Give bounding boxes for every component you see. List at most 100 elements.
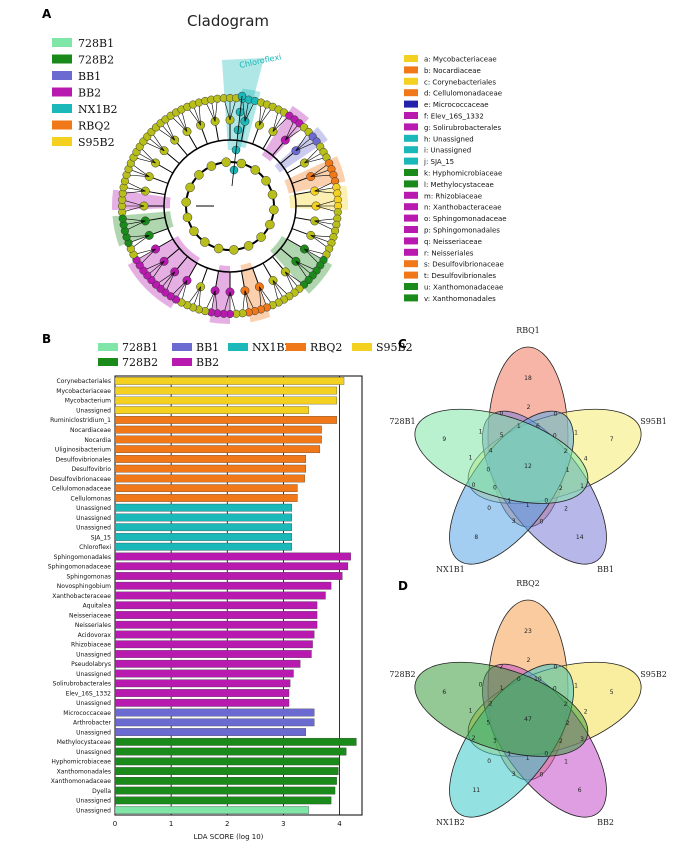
taxa-label: k: Hyphomicrobiaceae	[424, 170, 502, 178]
venn-overlap-count: 1	[507, 497, 511, 504]
bar	[114, 796, 332, 805]
x-tick-label: 2	[225, 820, 229, 828]
venn-overlap-count: 1	[564, 759, 568, 766]
bar	[114, 640, 313, 649]
bar	[114, 494, 298, 502]
taxa-swatch	[404, 271, 418, 279]
legend-label: BB1	[78, 70, 101, 83]
venn-core-count: 12	[524, 463, 532, 470]
venn-set-label: BB1	[597, 565, 614, 574]
bar-legend-swatch	[352, 343, 372, 351]
taxa-swatch	[404, 55, 418, 62]
bar	[114, 416, 337, 424]
x-axis-title: LDA SCORE (log 10)	[194, 833, 264, 841]
clade-highlight	[289, 185, 348, 211]
bar	[114, 533, 292, 541]
legend-swatch	[52, 71, 72, 80]
bar-label: Methylocystaceae	[57, 739, 112, 746]
taxa-label: o: Sphingomonadaceae	[424, 215, 507, 223]
venn-overlap-count: 2	[564, 506, 568, 513]
taxa-label: u: Xanthomonadaceae	[424, 284, 503, 292]
bar-label: SJA_15	[91, 534, 111, 541]
venn-overlap-count: 2	[527, 404, 531, 411]
bar	[114, 747, 347, 756]
bar-label: Unassigned	[76, 525, 111, 532]
bar-legend-swatch	[98, 343, 118, 351]
bar	[114, 728, 307, 736]
venn-overlap-count: 0	[517, 676, 521, 683]
bar	[114, 435, 322, 444]
venn-overlap-count: 1	[526, 755, 530, 762]
venn-set-label: RBQ1	[516, 326, 540, 335]
bar-label: Novosphingobium	[57, 583, 111, 590]
taxa-legend: a: Mycobacteriaceae b: Nocardiaceae c: Cor…	[404, 55, 507, 303]
tree-node	[261, 176, 271, 186]
tree-node	[250, 165, 260, 175]
tree-node	[185, 182, 195, 193]
tree-node	[194, 170, 204, 180]
taxa-label: v: Xanthomonadales	[424, 295, 496, 303]
tree-node	[181, 197, 191, 207]
tree-node	[243, 241, 254, 251]
bar-label: Cellulomonadaceae	[52, 486, 112, 493]
venn-overlap-count: 0	[487, 505, 491, 512]
bar-label: Nocardiaceae	[70, 427, 111, 434]
panel-label-a: A	[42, 7, 52, 21]
legend-swatch	[52, 137, 72, 146]
taxa-swatch	[404, 123, 418, 131]
bar-label: Aquitalea	[83, 603, 112, 610]
venn-unique-count: 9	[442, 436, 446, 443]
venn-overlap-count: 3	[512, 771, 516, 778]
bar	[114, 679, 291, 688]
bar	[114, 552, 351, 561]
venn-unique-count: 18	[524, 375, 532, 382]
bar	[114, 377, 345, 385]
taxa-swatch	[404, 77, 418, 85]
bar-label: Uliginosibacterium	[55, 447, 111, 454]
taxa-swatch	[404, 191, 418, 199]
venn-overlap-count: 2	[564, 448, 568, 455]
bar-label: Unassigned	[76, 749, 111, 756]
venn-overlap-count: 2	[566, 720, 570, 727]
tree-node	[189, 226, 199, 236]
venn-overlap-count: 0	[479, 682, 483, 689]
bar-label: Desulfovibrionaceae	[50, 476, 112, 483]
venn-overlap-count: 0	[472, 482, 476, 489]
venn-set-label: NX1B2	[436, 818, 465, 827]
taxa-label: r: Neisseriales	[424, 249, 474, 257]
tree-node	[200, 237, 210, 247]
venn-overlap-count: 1	[469, 708, 473, 715]
bar	[114, 474, 305, 483]
bar-legend-label: S95B2	[376, 341, 413, 354]
taxa-swatch	[404, 283, 418, 290]
taxa-swatch	[404, 180, 418, 188]
legend-label: 728B2	[78, 54, 114, 67]
bar-label: Unassigned	[76, 671, 111, 678]
taxa-swatch	[404, 237, 418, 245]
taxa-swatch	[404, 100, 418, 108]
bar-label: Dyella	[92, 788, 111, 795]
taxa-label: d: Cellulomonadaceae	[424, 90, 502, 98]
taxa-label: l: Methylocystaceae	[424, 181, 494, 189]
venn-core-count: 47	[524, 716, 532, 723]
tree-node	[221, 157, 231, 167]
venn-unique-count: 23	[524, 628, 532, 635]
taxa-swatch	[404, 248, 418, 256]
venn-overlap-count: 5	[486, 719, 490, 726]
bar-legend-label: NX1B2	[252, 341, 292, 354]
legend-swatch	[52, 54, 72, 64]
bar-label: Xanthomonadaceae	[51, 778, 112, 785]
bar	[114, 806, 309, 814]
taxa-swatch	[404, 134, 418, 142]
tree-node	[206, 161, 217, 171]
bar	[114, 776, 337, 785]
venn-overlap-count: 3	[493, 737, 497, 744]
bar	[114, 503, 292, 512]
taxa-swatch	[404, 203, 418, 211]
venn-overlap-count: 4	[584, 455, 588, 462]
bar	[114, 767, 339, 775]
taxa-swatch	[404, 169, 418, 176]
